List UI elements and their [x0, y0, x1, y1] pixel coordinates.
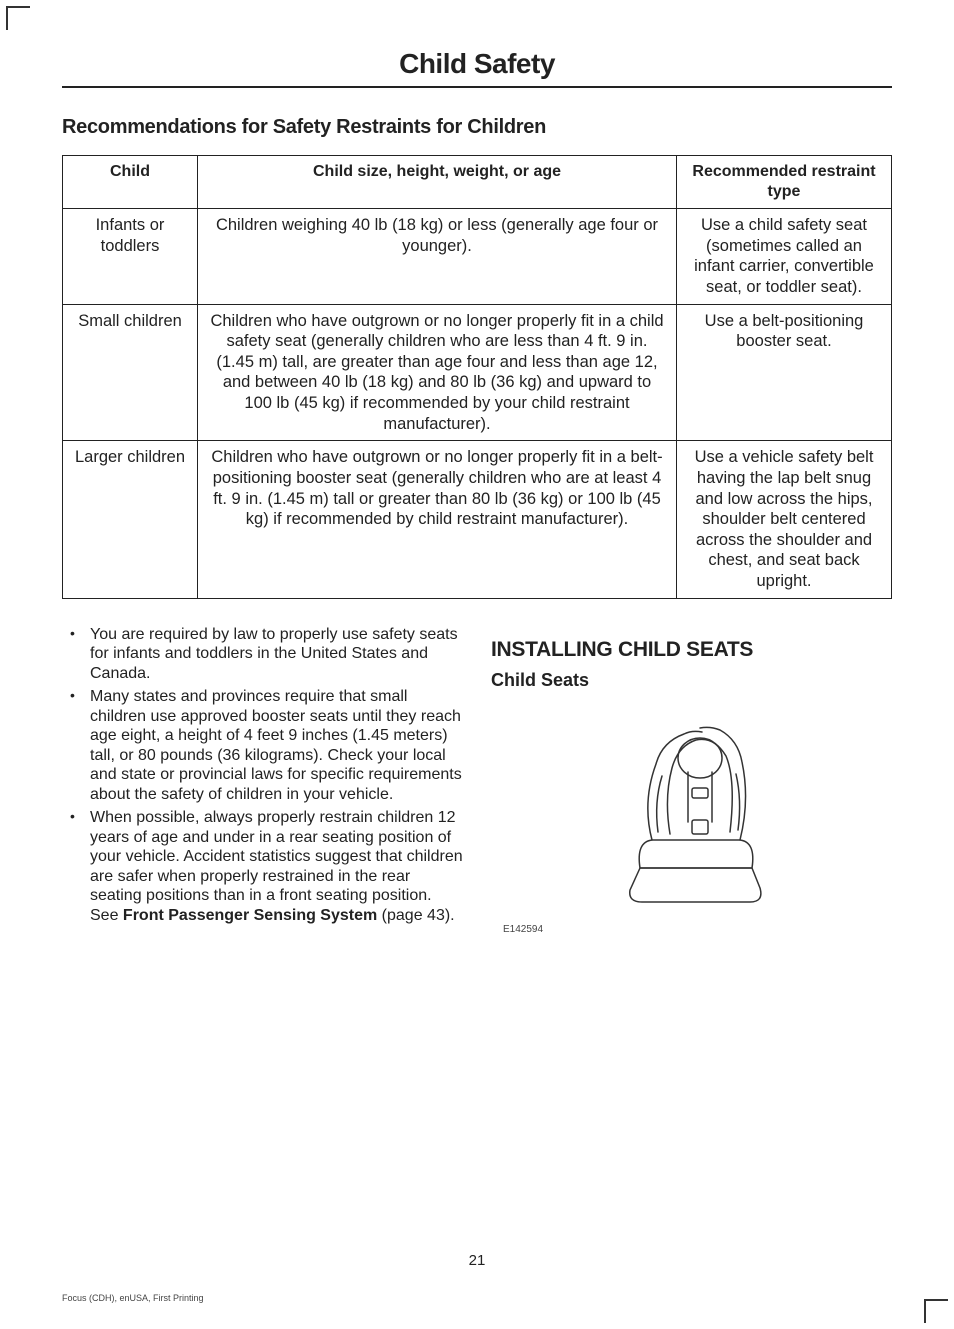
table-row: Infants or toddlers Children weighing 40…	[63, 209, 892, 305]
bullet-item: Many states and provinces require that s…	[62, 687, 463, 804]
cell: Children who have outgrown or no longer …	[198, 441, 677, 598]
bullet-item: When possible, always properly restrain …	[62, 808, 463, 925]
footer-text: Focus (CDH), enUSA, First Printing	[62, 1293, 204, 1303]
figure-id: E142594	[491, 924, 892, 936]
cell: Use a vehicle safety belt having the lap…	[677, 441, 892, 598]
cell: Use a child safety seat (sometimes calle…	[677, 209, 892, 305]
th-size: Child size, height, weight, or age	[198, 156, 677, 209]
section-heading: Recommendations for Safety Restraints fo…	[62, 116, 892, 139]
th-restraint: Recommended restraint type	[677, 156, 892, 209]
left-column: You are required by law to properly use …	[62, 625, 463, 936]
install-subheading: Child Seats	[491, 670, 892, 692]
install-heading: INSTALLING CHILD SEATS	[491, 637, 892, 663]
table-row: Larger children Children who have outgro…	[63, 441, 892, 598]
page-number: 21	[0, 1252, 954, 1269]
table-row: Small children Children who have outgrow…	[63, 304, 892, 441]
child-seat-icon	[592, 702, 792, 912]
cell: Larger children	[63, 441, 198, 598]
cell: Children who have outgrown or no longer …	[198, 304, 677, 441]
cell: Children weighing 40 lb (18 kg) or less …	[198, 209, 677, 305]
bullet-text-post: (page 43).	[377, 907, 454, 924]
page-title: Child Safety	[62, 48, 892, 88]
bullet-item: You are required by law to properly use …	[62, 625, 463, 684]
child-seat-figure	[491, 702, 892, 918]
right-column: INSTALLING CHILD SEATS Child Seats	[491, 625, 892, 936]
th-child: Child	[63, 156, 198, 209]
cell: Infants or toddlers	[63, 209, 198, 305]
cell: Use a belt-positioning booster seat.	[677, 304, 892, 441]
restraints-table: Child Child size, height, weight, or age…	[62, 155, 892, 599]
cell: Small children	[63, 304, 198, 441]
bullet-text-bold: Front Passenger Sensing System	[123, 907, 377, 924]
